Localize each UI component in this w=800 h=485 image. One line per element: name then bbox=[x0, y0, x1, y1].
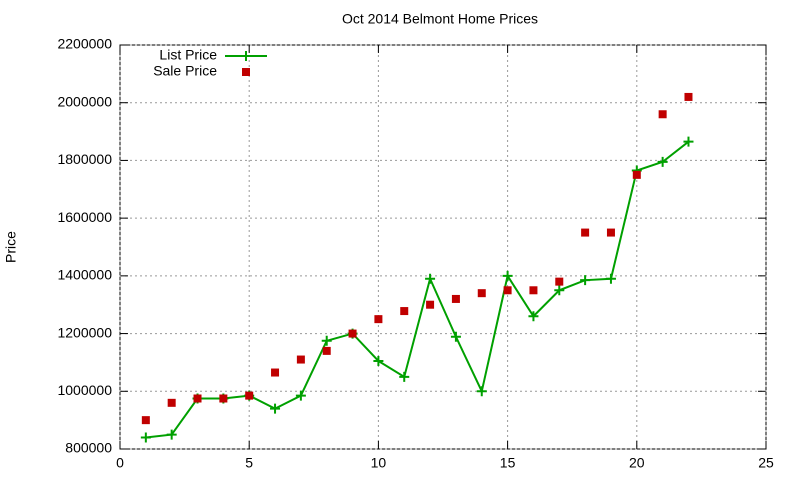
point bbox=[141, 416, 150, 425]
point bbox=[193, 394, 202, 403]
point bbox=[295, 390, 306, 401]
point bbox=[374, 315, 383, 324]
y-tick-label: 2000000 bbox=[57, 93, 112, 109]
point bbox=[529, 286, 538, 295]
point bbox=[400, 307, 409, 316]
point bbox=[140, 432, 151, 443]
point bbox=[399, 371, 410, 382]
chart-title: Oct 2014 Belmont Home Prices bbox=[342, 11, 538, 27]
legend-swatch bbox=[241, 51, 251, 61]
point bbox=[684, 92, 693, 101]
y-axis-label: Price bbox=[3, 231, 19, 263]
point bbox=[451, 294, 460, 303]
point bbox=[167, 398, 176, 407]
point bbox=[477, 289, 486, 298]
point bbox=[219, 394, 228, 403]
point bbox=[581, 228, 590, 237]
y-tick-label: 1000000 bbox=[57, 382, 112, 398]
legend-label: List Price bbox=[159, 47, 217, 63]
legend-swatch bbox=[242, 68, 250, 76]
point bbox=[683, 136, 694, 147]
point bbox=[348, 329, 357, 338]
y-tick-label: 2200000 bbox=[57, 36, 112, 52]
point bbox=[271, 368, 280, 377]
point bbox=[502, 270, 513, 281]
y-tick-label: 1600000 bbox=[57, 209, 112, 225]
x-tick-label: 0 bbox=[116, 455, 124, 471]
x-tick-label: 25 bbox=[758, 455, 774, 471]
point bbox=[555, 277, 564, 286]
point bbox=[503, 286, 512, 295]
y-tick-label: 1200000 bbox=[57, 324, 112, 340]
point bbox=[605, 273, 616, 284]
point bbox=[580, 275, 591, 286]
point bbox=[166, 429, 177, 440]
x-tick-label: 5 bbox=[245, 455, 253, 471]
y-tick-label: 1400000 bbox=[57, 267, 112, 283]
y-tick-label: 1800000 bbox=[57, 151, 112, 167]
point bbox=[321, 335, 332, 346]
legend-label: Sale Price bbox=[153, 63, 217, 79]
series-line bbox=[145, 140, 690, 439]
point bbox=[606, 228, 615, 237]
point bbox=[245, 391, 254, 400]
point bbox=[426, 300, 435, 309]
point bbox=[296, 355, 305, 364]
point bbox=[554, 285, 565, 296]
point bbox=[658, 110, 667, 119]
point bbox=[270, 403, 281, 414]
point bbox=[657, 156, 668, 167]
point bbox=[528, 311, 539, 322]
plot-frame bbox=[119, 44, 767, 450]
point bbox=[632, 170, 641, 179]
point bbox=[425, 273, 436, 284]
x-tick-label: 20 bbox=[629, 455, 645, 471]
x-tick-label: 15 bbox=[500, 455, 516, 471]
y-tick-label: 800000 bbox=[65, 440, 112, 456]
point bbox=[322, 346, 331, 355]
point bbox=[476, 386, 487, 397]
point bbox=[450, 331, 461, 342]
point bbox=[373, 355, 384, 366]
x-tick-label: 10 bbox=[371, 455, 387, 471]
